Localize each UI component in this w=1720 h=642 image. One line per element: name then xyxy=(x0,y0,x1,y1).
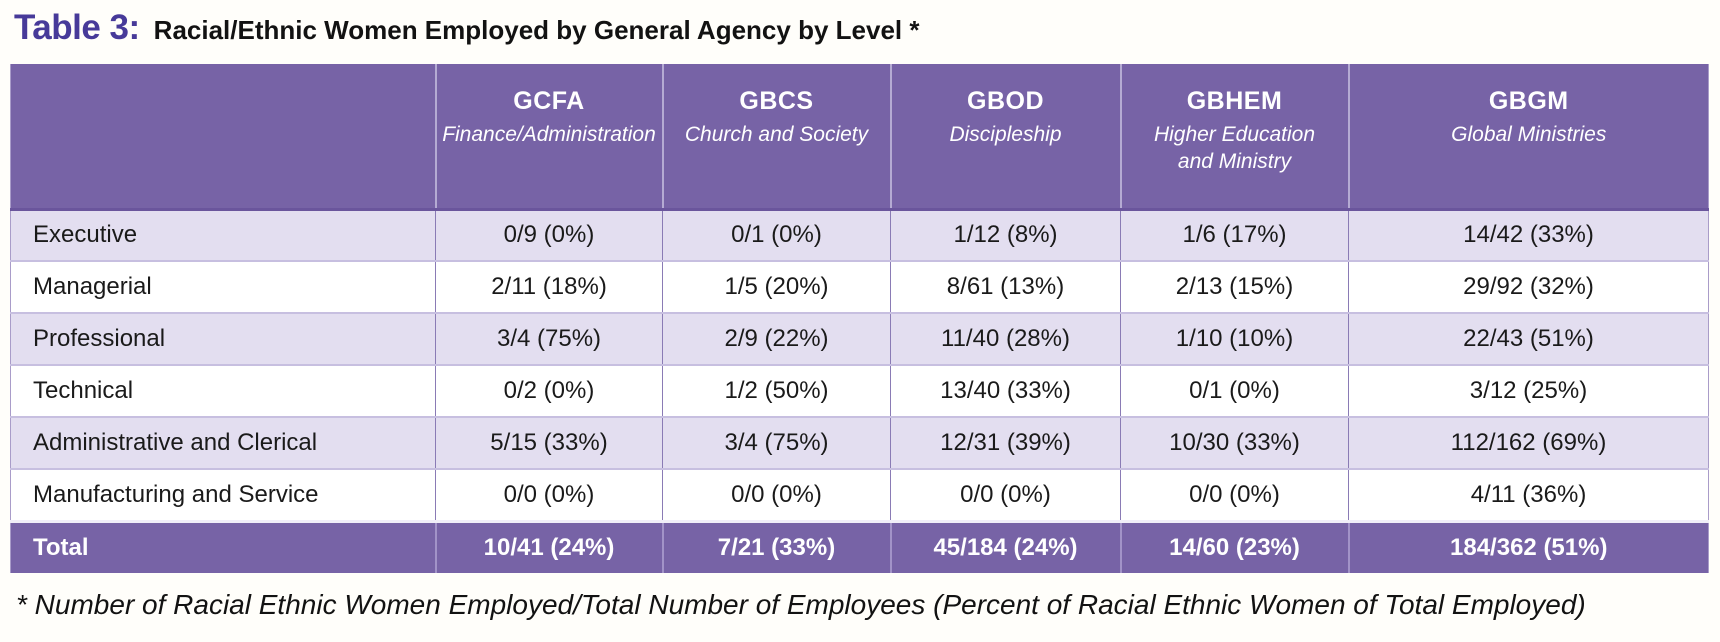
agency-code: GBHEM xyxy=(1186,87,1283,115)
table-title-text: Racial/Ethnic Women Employed by General … xyxy=(153,15,920,45)
table-row-executive: Executive 0/9 (0%) 0/1 (0%) 1/12 (8%) 1/… xyxy=(10,207,1709,261)
data-cell: 5/15 (33%) xyxy=(435,416,663,469)
agency-subtitle: Global Ministries xyxy=(1451,122,1607,146)
data-cell: 1/5 (20%) xyxy=(662,260,891,313)
total-cell: 45/184 (24%) xyxy=(889,519,1121,573)
table-footnote: * Number of Racial Ethnic Women Employed… xyxy=(16,589,1586,620)
data-cell: 22/43 (51%) xyxy=(1348,312,1709,365)
row-label: Administrative and Clerical xyxy=(10,416,436,469)
table-row-professional: Professional 3/4 (75%) 2/9 (22%) 11/40 (… xyxy=(10,312,1709,365)
row-label: Professional xyxy=(10,312,436,365)
agency-code: GCFA xyxy=(513,87,585,115)
total-cell: 7/21 (33%) xyxy=(661,519,891,573)
table-row-administrative-clerical: Administrative and Clerical 5/15 (33%) 3… xyxy=(10,416,1709,469)
agency-subtitle: Discipleship xyxy=(949,122,1062,146)
table-row-managerial: Managerial 2/11 (18%) 1/5 (20%) 8/61 (13… xyxy=(10,260,1709,313)
data-cell: 0/1 (0%) xyxy=(662,207,891,261)
agency-code: GBCS xyxy=(739,87,814,115)
data-cell: 29/92 (32%) xyxy=(1348,260,1709,313)
header-cell-empty xyxy=(10,64,436,209)
header-cell-gcfa: GCFA Finance/Administration xyxy=(434,64,663,209)
data-cell: 1/10 (10%) xyxy=(1120,312,1349,365)
data-cell: 1/2 (50%) xyxy=(662,364,891,417)
total-cell: 14/60 (23%) xyxy=(1119,519,1349,573)
data-cell: 0/1 (0%) xyxy=(1120,364,1349,417)
row-label: Technical xyxy=(10,364,436,417)
agency-employment-table: GCFA Finance/Administration GBCS Church … xyxy=(10,64,1709,573)
data-cell: 0/0 (0%) xyxy=(890,468,1121,521)
data-cell: 2/9 (22%) xyxy=(662,312,891,365)
data-cell: 0/0 (0%) xyxy=(435,468,663,521)
table-header: GCFA Finance/Administration GBCS Church … xyxy=(10,64,1709,209)
data-cell: 0/9 (0%) xyxy=(435,207,663,261)
header-cell-gbgm: GBGM Global Ministries xyxy=(1347,64,1709,209)
data-cell: 0/0 (0%) xyxy=(662,468,891,521)
table-number-label: Table 3: xyxy=(14,8,140,47)
data-cell: 12/31 (39%) xyxy=(890,416,1121,469)
header-row: GCFA Finance/Administration GBCS Church … xyxy=(10,64,1709,209)
agency-subtitle: Church and Society xyxy=(684,122,869,146)
data-cell: 13/40 (33%) xyxy=(890,364,1121,417)
total-cell: 184/362 (51%) xyxy=(1347,519,1709,573)
data-cell: 112/162 (69%) xyxy=(1348,416,1709,469)
header-cell-gbod: GBOD Discipleship xyxy=(889,64,1121,209)
total-label: Total xyxy=(10,519,436,573)
data-cell: 3/4 (75%) xyxy=(662,416,891,469)
data-cell: 0/0 (0%) xyxy=(1120,468,1349,521)
data-cell: 2/13 (15%) xyxy=(1120,260,1349,313)
table-body: Executive 0/9 (0%) 0/1 (0%) 1/12 (8%) 1/… xyxy=(10,207,1709,573)
data-cell: 14/42 (33%) xyxy=(1348,207,1709,261)
data-cell: 3/12 (25%) xyxy=(1348,364,1709,417)
data-cell: 0/2 (0%) xyxy=(435,364,663,417)
data-cell: 3/4 (75%) xyxy=(435,312,663,365)
row-label: Executive xyxy=(10,207,436,261)
table-row-manufacturing-service: Manufacturing and Service 0/0 (0%) 0/0 (… xyxy=(10,468,1709,521)
data-cell: 4/11 (36%) xyxy=(1348,468,1709,521)
row-label: Manufacturing and Service xyxy=(10,468,436,521)
agency-subtitle: Finance/Administration xyxy=(442,122,656,146)
agency-subtitle: Higher Education and Ministry xyxy=(1153,122,1316,173)
table-row-technical: Technical 0/2 (0%) 1/2 (50%) 13/40 (33%)… xyxy=(10,364,1709,417)
data-cell: 1/6 (17%) xyxy=(1120,207,1349,261)
header-cell-gbhem: GBHEM Higher Education and Ministry xyxy=(1119,64,1349,209)
total-cell: 10/41 (24%) xyxy=(434,519,663,573)
row-label: Managerial xyxy=(10,260,436,313)
data-cell: 1/12 (8%) xyxy=(890,207,1121,261)
data-cell: 2/11 (18%) xyxy=(435,260,663,313)
data-cell: 11/40 (28%) xyxy=(890,312,1121,365)
agency-code: GBOD xyxy=(967,87,1044,115)
agency-code: GBGM xyxy=(1488,87,1569,115)
data-cell: 10/30 (33%) xyxy=(1120,416,1349,469)
data-cell: 8/61 (13%) xyxy=(890,260,1121,313)
header-cell-gbcs: GBCS Church and Society xyxy=(661,64,891,209)
table-row-total: Total 10/41 (24%) 7/21 (33%) 45/184 (24%… xyxy=(10,519,1709,573)
table-title: Table 3: Racial/Ethnic Women Employed by… xyxy=(14,8,1708,52)
